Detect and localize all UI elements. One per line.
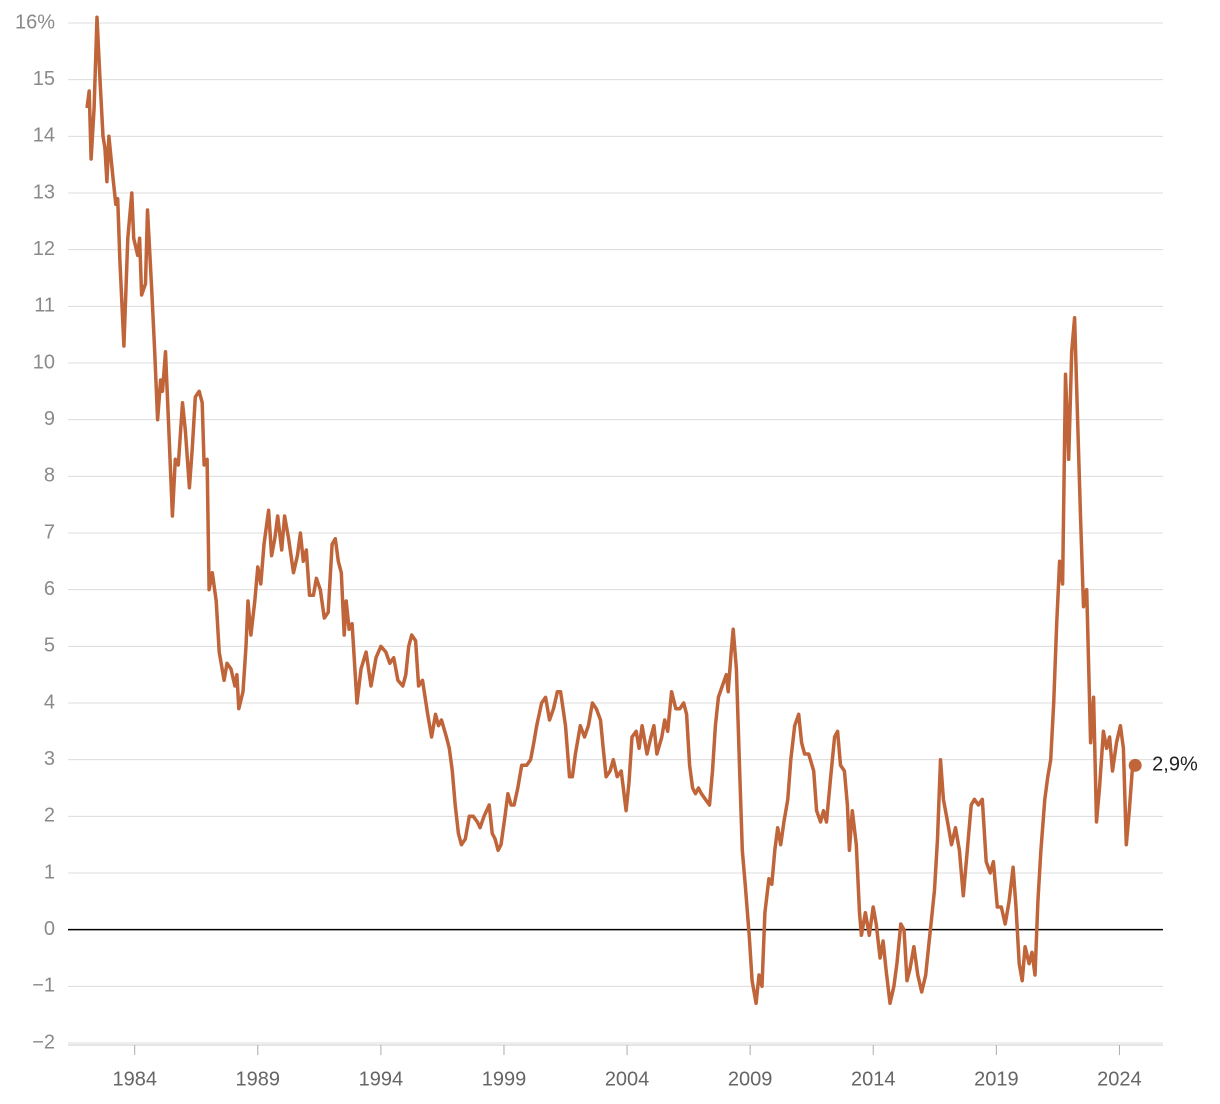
x-tick-label: 1999 [482,1068,527,1090]
y-tick-label: 5 [44,635,55,657]
y-tick-label: 0 [44,918,55,940]
x-tick-label: 1989 [236,1068,281,1090]
y-tick-label: −2 [32,1031,55,1053]
y-tick-label: 10 [33,351,55,373]
x-tick-label: 2024 [1097,1068,1142,1090]
y-tick-label: 16% [15,11,55,33]
y-tick-label: −1 [32,975,55,997]
y-tick-label: 2 [44,805,55,827]
y-tick-label: 12 [33,238,55,260]
y-tick-label: 14 [33,125,55,147]
y-tick-label: 13 [33,181,55,203]
y-tick-label: 15 [33,68,55,90]
y-tick-label: 6 [44,578,55,600]
y-tick-label: 9 [44,408,55,430]
x-tick-label: 2004 [605,1068,650,1090]
end-label: 2,9% [1152,754,1198,776]
y-tick-label: 3 [44,748,55,770]
x-tick-label: 1994 [359,1068,404,1090]
y-tick-label: 8 [44,465,55,487]
x-tick-label: 1984 [112,1068,157,1090]
y-tick-label: 1 [44,861,55,883]
x-tick-label: 2009 [728,1068,773,1090]
end-point [1128,758,1142,772]
y-tick-label: 7 [44,521,55,543]
x-tick-label: 2014 [851,1068,896,1090]
y-tick-label: 11 [34,295,55,317]
x-tick-label: 2019 [974,1068,1019,1090]
y-tick-label: 4 [44,691,55,713]
series-line [85,15,1137,1006]
